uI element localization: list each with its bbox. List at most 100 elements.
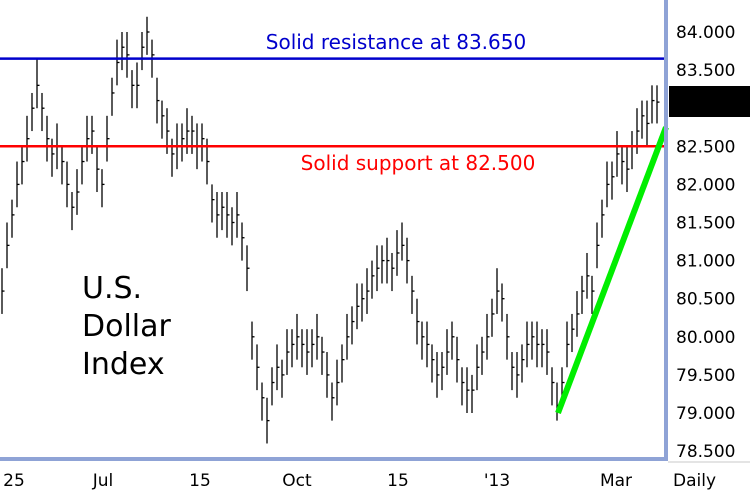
price-bar: [51, 138, 55, 177]
x-tick-label: Jul: [92, 471, 114, 491]
x-tick-label: '13: [484, 471, 510, 491]
x-tick-label: 15: [387, 471, 409, 491]
chart-title-line-3: Index: [82, 347, 165, 382]
y-tick-label: 84.000: [676, 23, 735, 43]
price-bar: [641, 100, 645, 139]
price-bar: [651, 85, 655, 124]
price-bar: [286, 329, 290, 375]
price-bar: [276, 344, 280, 391]
price-bar: [41, 92, 45, 132]
price-bar: [281, 359, 285, 398]
price-bar: [411, 275, 415, 314]
price-bar: [46, 115, 50, 162]
price-bar: [216, 192, 220, 238]
y-axis-border: [664, 0, 668, 461]
price-bar: [326, 352, 330, 398]
price-bar: [431, 344, 435, 383]
chart-title-line-2: Dollar: [82, 309, 172, 344]
price-bar: [566, 321, 570, 368]
price-bar: [36, 58, 40, 109]
price-bar: [301, 329, 305, 368]
price-bar: [86, 115, 90, 162]
price-bar: [6, 222, 10, 269]
price-bar: [626, 146, 630, 193]
price-bar: [421, 321, 425, 360]
price-bar: [331, 382, 335, 421]
price-bar: [606, 161, 610, 208]
price-bar: [596, 222, 600, 269]
price-bar: [306, 329, 310, 375]
price-bar: [441, 352, 445, 391]
price-bar: [291, 329, 295, 368]
price-bar: [546, 329, 550, 375]
y-tick-label: 80.500: [676, 290, 735, 310]
price-bar: [256, 344, 260, 391]
price-bar: [451, 321, 455, 360]
price-bar: [346, 313, 350, 360]
x-axis-border: [0, 457, 668, 461]
price-bar: [336, 359, 340, 406]
price-bar: [71, 192, 75, 231]
price-bar: [91, 115, 95, 154]
price-bar: [631, 131, 635, 170]
price-bar: [221, 192, 225, 231]
y-tick-label: 82.500: [676, 137, 735, 157]
price-bar: [511, 352, 515, 391]
price-bar: [356, 283, 360, 330]
y-tick-label: 80.000: [676, 328, 735, 348]
price-bar: [501, 283, 505, 322]
y-tick-label: 83.500: [676, 61, 735, 81]
price-bar: [376, 245, 380, 292]
price-bar: [101, 169, 105, 208]
price-bar: [111, 77, 115, 116]
y-tick-label: 79.500: [676, 366, 735, 386]
price-bar: [136, 62, 140, 109]
price-bar: [236, 192, 240, 238]
price-bar: [121, 32, 125, 71]
resistance-label: Solid resistance at 83.650: [266, 30, 526, 54]
price-bar: [321, 336, 325, 375]
price-bar: [21, 146, 25, 185]
price-bar: [211, 184, 215, 223]
price-bar: [146, 16, 150, 55]
price-bar: [371, 260, 375, 299]
price-bar: [241, 222, 245, 261]
x-tick-label: Oct: [282, 471, 312, 491]
price-bar: [486, 313, 490, 360]
price-bar: [576, 291, 580, 337]
price-bar: [141, 32, 145, 71]
price-bar: [351, 306, 355, 345]
price-bar: [646, 100, 650, 147]
price-bar: [531, 321, 535, 360]
price-bar: [496, 268, 500, 314]
support-label: Solid support at 82.500: [301, 151, 536, 175]
price-bar: [76, 169, 80, 215]
price-bar: [656, 85, 660, 124]
price-bar: [266, 397, 270, 444]
price-bar: [191, 115, 195, 154]
price-bar: [16, 161, 20, 208]
price-bar: [366, 268, 370, 314]
price-bar: [201, 123, 205, 162]
price-bar: [466, 367, 470, 413]
price-bar: [541, 329, 545, 368]
price-bar: [251, 321, 255, 360]
price-bar: [591, 275, 595, 314]
price-bar: [396, 230, 400, 276]
price-bar: [116, 39, 120, 86]
price-bar: [536, 321, 540, 368]
price-bar: [446, 329, 450, 375]
y-tick-label: 79.000: [676, 404, 735, 424]
price-bar: [526, 321, 530, 368]
price-bar: [171, 138, 175, 177]
period-label: Daily: [673, 471, 716, 491]
last-price-label: 83.075: [676, 93, 735, 113]
price-bar: [246, 245, 250, 292]
price-bar: [316, 313, 320, 360]
price-bar: [481, 336, 485, 375]
y-tick-label: 81.500: [676, 214, 735, 234]
last-price-box: [669, 86, 750, 117]
price-bar: [401, 222, 405, 261]
price-bar: [361, 283, 365, 322]
